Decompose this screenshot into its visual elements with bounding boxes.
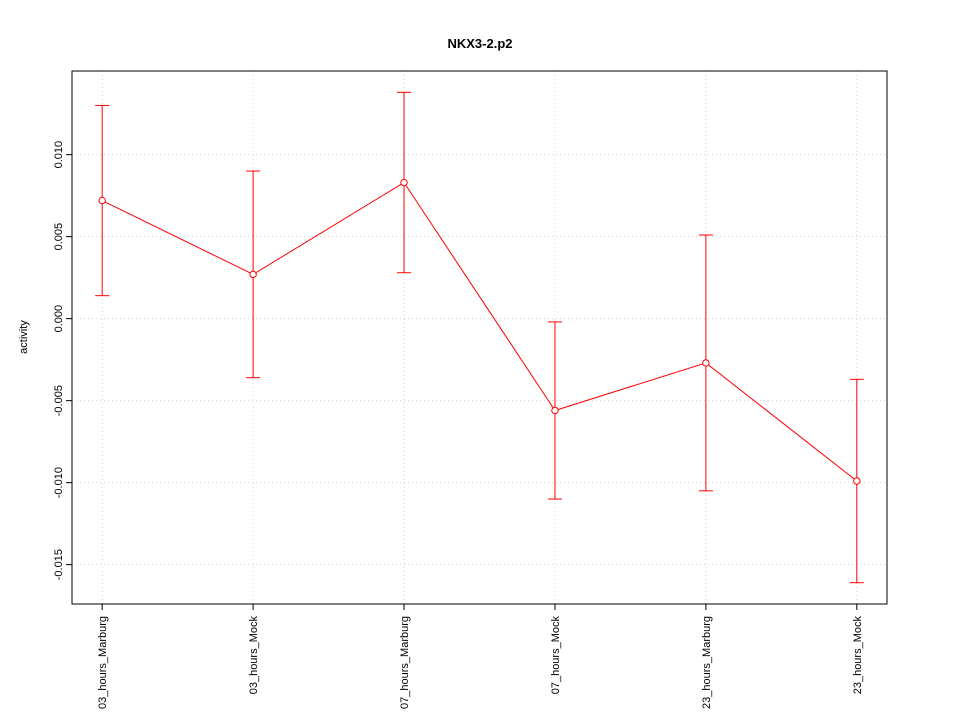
y-tick-label: 0.005 <box>53 223 65 251</box>
y-tick-label: -0.010 <box>53 467 65 498</box>
y-tick-label: -0.015 <box>53 549 65 580</box>
y-tick-label: 0.000 <box>53 305 65 333</box>
data-point <box>400 178 408 187</box>
data-point <box>98 196 106 205</box>
y-axis-label: activity <box>18 320 30 354</box>
data-point <box>853 477 861 485</box>
y-tick-label: -0.005 <box>53 385 65 416</box>
data-point <box>249 270 257 279</box>
y-tick-label: 0.010 <box>53 141 65 169</box>
data-point <box>551 406 559 415</box>
data-line <box>101 181 858 482</box>
x-tick-label: 07_hours_Mock <box>550 616 562 695</box>
x-tick-label: 23_hours_Mock <box>852 616 864 695</box>
x-tick-label: 23_hours_Marburg <box>701 616 713 709</box>
x-tick-label: 03_hours_Mock <box>248 616 260 695</box>
data-point <box>702 359 710 367</box>
chart-title: NKX3-2.p2 <box>447 36 512 51</box>
x-tick-label: 03_hours_Marburg <box>97 616 109 709</box>
plot-frame <box>71 70 888 605</box>
x-tick-label: 07_hours_Marburg <box>399 616 411 709</box>
